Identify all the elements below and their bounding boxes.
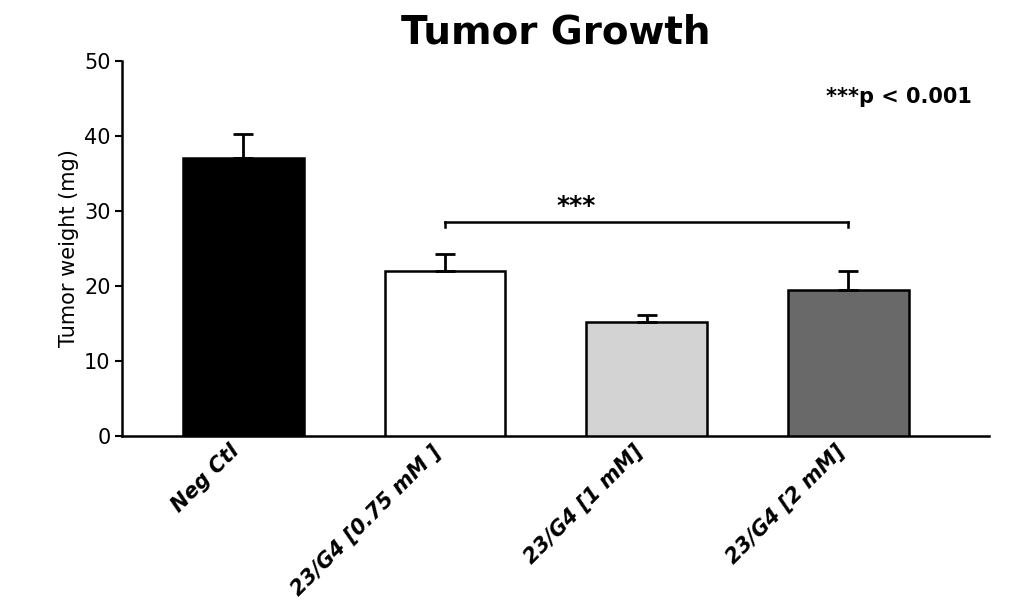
Bar — [586, 322, 706, 436]
Text: ***p < 0.001: ***p < 0.001 — [825, 87, 971, 107]
Bar — [787, 290, 908, 436]
Y-axis label: Tumor weight (mg): Tumor weight (mg) — [58, 150, 78, 347]
Text: ***: *** — [555, 194, 595, 218]
Title: Tumor Growth: Tumor Growth — [400, 14, 710, 52]
Bar — [384, 271, 505, 436]
Bar — [182, 158, 304, 436]
